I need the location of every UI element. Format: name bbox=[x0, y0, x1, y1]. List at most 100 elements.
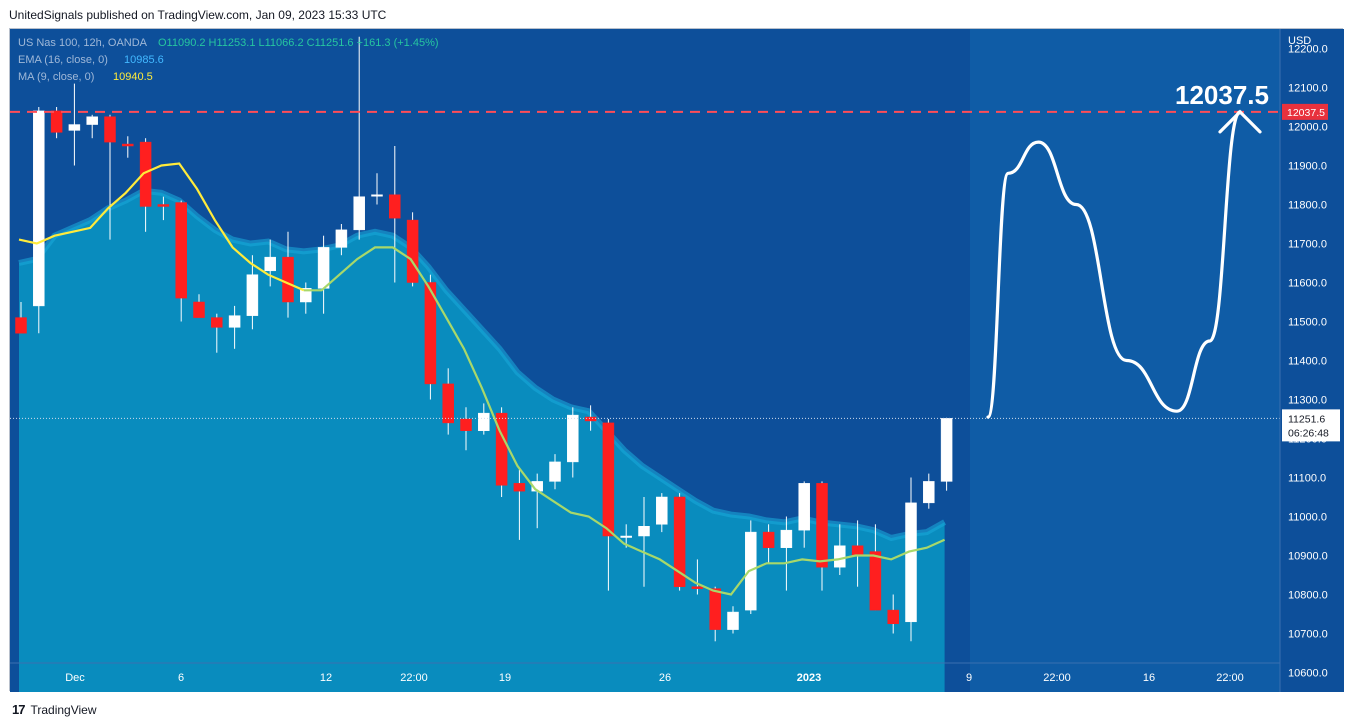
candle-bear bbox=[50, 110, 63, 133]
candle-bull bbox=[620, 535, 632, 538]
candle-bull bbox=[905, 502, 917, 623]
chart-panel[interactable]: 12037.5 USD 12200.0 12100.0 12000.0 11900.0 1… bbox=[9, 28, 1344, 692]
candle-bear bbox=[104, 116, 116, 143]
axis-currency: USD bbox=[1288, 35, 1311, 47]
legend-ohlc: O11090.2 H11253.1 L11066.2 C11251.6 +161… bbox=[158, 37, 439, 49]
candle-bull bbox=[228, 315, 241, 328]
candle-bull bbox=[780, 529, 793, 548]
candle-bear bbox=[139, 141, 152, 207]
candles bbox=[15, 36, 953, 642]
y-tick-label: 10900.0 bbox=[1288, 551, 1328, 563]
candle-bear bbox=[460, 418, 472, 431]
y-tick-label: 12000.0 bbox=[1288, 122, 1328, 134]
candle-bull bbox=[317, 247, 330, 289]
ema-area-fill bbox=[19, 190, 945, 692]
last-price-badge-text: 11251.6 bbox=[1288, 413, 1325, 425]
x-tick-label: 22:00 bbox=[1043, 672, 1071, 684]
x-tick-label: 16 bbox=[1143, 672, 1155, 684]
candle-bear bbox=[157, 204, 170, 207]
indicator-lines bbox=[18, 162, 946, 596]
candle-bear bbox=[584, 416, 597, 422]
y-tick-label: 12100.0 bbox=[1288, 83, 1328, 95]
tradingview-logo[interactable]: 17 TradingView bbox=[12, 702, 97, 717]
candle-bull bbox=[353, 196, 365, 231]
y-tick-label: 11000.0 bbox=[1288, 512, 1327, 524]
x-tick-label: 9 bbox=[966, 672, 972, 684]
target-price-badge bbox=[1282, 103, 1328, 120]
x-tick-label: 26 bbox=[659, 672, 671, 684]
candle-bull bbox=[335, 229, 348, 248]
candle-bear bbox=[691, 586, 704, 589]
candle-bull bbox=[638, 526, 650, 537]
candle-bull bbox=[834, 545, 846, 568]
y-tick-label: 10700.0 bbox=[1288, 629, 1328, 641]
x-tick-label: 6 bbox=[178, 672, 184, 684]
y-tick-label: 10800.0 bbox=[1288, 590, 1328, 602]
candle-bull bbox=[798, 483, 810, 531]
candle-bear bbox=[424, 282, 437, 385]
candle-bear bbox=[673, 496, 686, 587]
y-tick-label: 11700.0 bbox=[1288, 239, 1327, 251]
x-tick-label: 12 bbox=[320, 672, 332, 684]
y-tick-label: 12200.0 bbox=[1288, 44, 1328, 56]
candle-bull bbox=[300, 288, 312, 303]
legend-ma-value: 10940.5 bbox=[113, 71, 153, 83]
x-tick-label: 2023 bbox=[797, 672, 821, 684]
x-tick-label: Dec bbox=[65, 672, 85, 684]
legend-ema-value: 10985.6 bbox=[124, 54, 164, 66]
candle-bear bbox=[869, 551, 882, 611]
y-tick-label: 11400.0 bbox=[1288, 356, 1327, 368]
y-tick-label: 11900.0 bbox=[1288, 161, 1327, 173]
candle-bull bbox=[478, 412, 490, 431]
y-tick-label: 11500.0 bbox=[1288, 317, 1327, 329]
candle-bear bbox=[15, 317, 27, 334]
candle-bull bbox=[264, 256, 276, 272]
legend: US Nas 100, 12h, OANDA O11090.2 H11253.1… bbox=[18, 37, 439, 83]
candle-bear bbox=[406, 219, 419, 283]
legend-symbol: US Nas 100, 12h, OANDA bbox=[18, 37, 148, 49]
ma-line-green bbox=[303, 246, 946, 596]
publisher-caption: UnitedSignals published on TradingView.c… bbox=[9, 8, 387, 22]
y-tick-label: 11100.0 bbox=[1288, 473, 1326, 485]
ema-line bbox=[18, 187, 947, 542]
target-price-label: 12037.5 bbox=[1175, 80, 1269, 110]
y-tick-label: 10600.0 bbox=[1288, 668, 1328, 680]
y-tick-label: 11600.0 bbox=[1288, 278, 1327, 290]
last-price-badge bbox=[1282, 409, 1340, 442]
ma-line-yellow bbox=[18, 162, 305, 292]
tradingview-logo-mark: 17 bbox=[12, 702, 26, 717]
projection-arrow-head bbox=[1218, 109, 1262, 134]
candle-bear bbox=[762, 531, 775, 548]
x-tick-label: 22:00 bbox=[400, 672, 428, 684]
candle-bear bbox=[175, 202, 187, 299]
candle-bear bbox=[389, 194, 401, 219]
candle-bear bbox=[602, 422, 615, 537]
candle-bear bbox=[851, 545, 864, 556]
tradingview-wordmark: TradingView bbox=[30, 702, 97, 717]
overlays: 12037.5 bbox=[10, 80, 1280, 419]
candle-bear bbox=[816, 483, 828, 568]
candle-bear bbox=[709, 588, 721, 630]
countdown-badge-text: 06:26:48 bbox=[1288, 427, 1329, 439]
y-tick-label: 11800.0 bbox=[1288, 200, 1327, 212]
ema-area bbox=[18, 187, 947, 692]
candle-bull bbox=[549, 461, 561, 482]
candle-bull bbox=[940, 418, 953, 482]
candle-bear bbox=[513, 483, 526, 492]
y-tick-label: 11300.0 bbox=[1288, 395, 1327, 407]
target-price-badge-text: 12037.5 bbox=[1287, 107, 1325, 119]
candle-bear bbox=[442, 383, 454, 424]
candle-bull bbox=[371, 194, 383, 197]
candle-bull bbox=[923, 481, 935, 504]
candle-bull bbox=[656, 496, 668, 525]
candle-bear bbox=[122, 143, 134, 147]
x-tick-label: 19 bbox=[499, 672, 511, 684]
x-tick-label: 22:00 bbox=[1216, 672, 1244, 684]
candle-bear bbox=[887, 609, 899, 624]
candle-bear bbox=[282, 256, 294, 303]
candle-bear bbox=[193, 301, 205, 318]
candle-bull bbox=[86, 116, 98, 125]
candle-bear bbox=[211, 317, 223, 328]
